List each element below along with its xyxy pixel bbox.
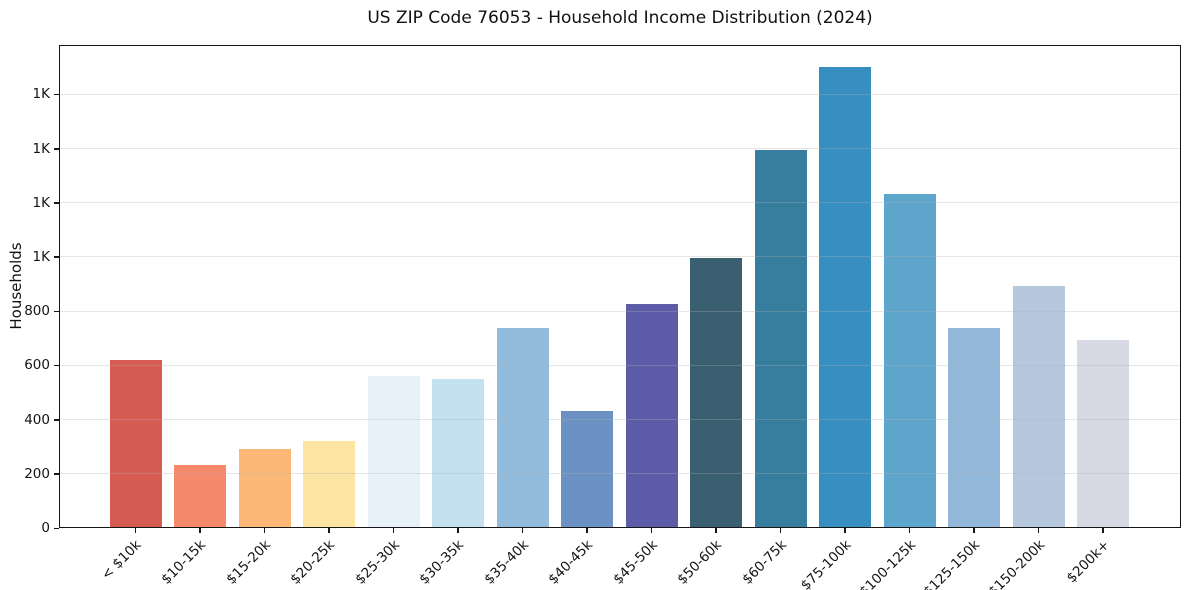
y-tick-label: 600 bbox=[24, 357, 50, 374]
y-gridline bbox=[59, 364, 1181, 366]
bar bbox=[432, 378, 484, 528]
y-gridline bbox=[59, 310, 1181, 312]
y-gridline bbox=[59, 202, 1181, 204]
bar bbox=[561, 411, 613, 528]
x-tick-label: $45-50k bbox=[610, 537, 661, 588]
x-tick-mark bbox=[1102, 528, 1104, 533]
bar bbox=[496, 328, 549, 528]
y-tick-mark bbox=[54, 256, 59, 258]
y-tick-mark bbox=[54, 310, 59, 313]
x-tick-label: $40-45k bbox=[545, 537, 597, 588]
bar bbox=[625, 303, 678, 528]
y-tick-mark bbox=[54, 473, 59, 475]
x-tick-mark bbox=[586, 528, 588, 533]
chart-title: US ZIP Code 76053 - Household Income Dis… bbox=[367, 8, 873, 28]
x-tick-mark bbox=[715, 528, 717, 533]
bar bbox=[174, 465, 226, 528]
y-tick-label: 1K bbox=[32, 140, 50, 157]
y-gridline bbox=[59, 256, 1181, 258]
bar bbox=[883, 194, 936, 528]
x-tick-mark bbox=[650, 528, 653, 533]
x-tick-mark bbox=[392, 528, 395, 533]
x-tick-label: $35-40k bbox=[481, 537, 532, 588]
bar bbox=[754, 149, 807, 528]
x-tick-label: < $10k bbox=[98, 537, 145, 584]
x-tick-mark bbox=[844, 528, 846, 533]
x-tick-mark bbox=[908, 528, 911, 533]
x-tick-label: $10-15k bbox=[158, 537, 210, 588]
x-tick-label: $125-150k bbox=[920, 537, 984, 590]
x-tick-mark bbox=[199, 528, 201, 533]
y-tick-label: 1K bbox=[32, 248, 50, 265]
x-tick-label: $25-30k bbox=[352, 537, 403, 588]
x-tick-label: $150-200k bbox=[985, 537, 1048, 590]
x-tick-label: $15-20k bbox=[223, 537, 274, 588]
bar bbox=[1012, 286, 1065, 528]
x-tick-label: $20-25k bbox=[287, 537, 339, 588]
y-tick-label: 0 bbox=[41, 520, 50, 536]
y-tick-label: 200 bbox=[24, 465, 50, 482]
y-gridline bbox=[59, 93, 1181, 95]
y-tick-label: 400 bbox=[24, 411, 50, 428]
bar bbox=[238, 448, 291, 528]
y-tick-label: 1K bbox=[32, 86, 50, 103]
y-tick-mark bbox=[54, 527, 59, 529]
x-tick-label: $75-100k bbox=[797, 537, 855, 590]
y-tick-mark bbox=[54, 202, 59, 204]
y-tick-mark bbox=[54, 419, 59, 421]
bar bbox=[948, 328, 1000, 528]
x-tick-mark bbox=[779, 528, 782, 533]
y-tick-mark bbox=[54, 148, 59, 150]
x-tick-label: $30-35k bbox=[416, 537, 468, 588]
y-gridline bbox=[59, 419, 1181, 421]
y-tick-label: 1K bbox=[32, 194, 50, 211]
y-gridline bbox=[59, 148, 1181, 150]
x-tick-mark bbox=[521, 528, 524, 533]
bar bbox=[367, 375, 420, 528]
x-tick-mark bbox=[263, 528, 266, 533]
y-tick-mark bbox=[54, 93, 59, 96]
x-tick-label: $100-125k bbox=[856, 537, 919, 590]
bar bbox=[109, 359, 162, 528]
x-tick-mark bbox=[457, 528, 459, 533]
y-tick-label: 800 bbox=[24, 303, 50, 320]
bar bbox=[303, 440, 355, 528]
x-tick-mark bbox=[134, 528, 137, 533]
x-tick-mark bbox=[328, 528, 330, 533]
y-tick-mark bbox=[54, 364, 59, 367]
x-tick-label: $200k+ bbox=[1063, 537, 1113, 587]
y-gridline bbox=[59, 473, 1181, 475]
x-tick-label: $60-75k bbox=[739, 537, 790, 588]
x-tick-mark bbox=[973, 528, 975, 533]
bar bbox=[819, 67, 871, 528]
x-tick-mark bbox=[1037, 528, 1040, 533]
x-tick-label: $50-60k bbox=[674, 537, 726, 588]
bar bbox=[690, 258, 742, 528]
bar bbox=[1077, 340, 1129, 528]
